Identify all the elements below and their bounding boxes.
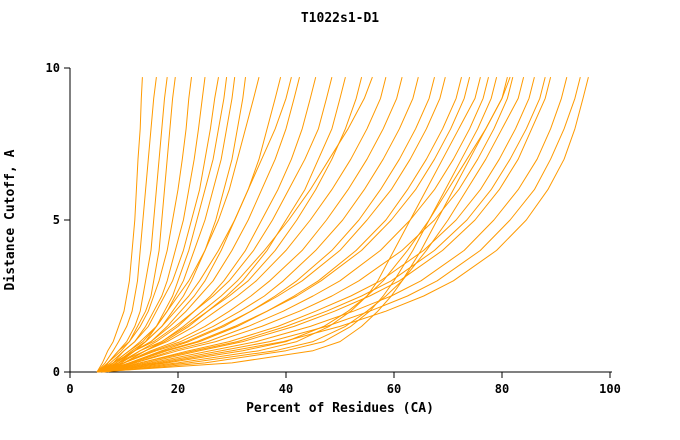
series-line bbox=[102, 77, 246, 373]
series-line bbox=[99, 77, 236, 373]
x-tick-label: 20 bbox=[171, 382, 185, 396]
series-line bbox=[102, 76, 403, 373]
y-tick-label: 0 bbox=[53, 365, 60, 379]
series-line bbox=[102, 76, 435, 373]
x-tick-label: 60 bbox=[387, 382, 401, 396]
series-group bbox=[96, 76, 589, 373]
series-line bbox=[102, 76, 525, 373]
x-tick-label: 80 bbox=[495, 382, 509, 396]
series-line bbox=[96, 77, 157, 373]
series-line bbox=[102, 76, 568, 373]
series-line bbox=[99, 76, 471, 373]
y-tick-label: 5 bbox=[53, 213, 60, 227]
series-line bbox=[107, 76, 292, 373]
series-line bbox=[96, 77, 192, 373]
series-line bbox=[96, 76, 387, 373]
series-line bbox=[96, 76, 481, 373]
series-line bbox=[96, 76, 511, 373]
x-tick-label: 0 bbox=[66, 382, 73, 396]
y-axis-label: Distance Cutoff, A bbox=[3, 149, 18, 290]
series-line bbox=[99, 77, 176, 373]
y-tick-label: 10 bbox=[46, 61, 60, 75]
ticks-group: 0 20 40 60 80 100 0 5 10 bbox=[46, 61, 621, 396]
series-line bbox=[96, 77, 219, 373]
series-line bbox=[99, 76, 419, 373]
series-line bbox=[96, 77, 143, 373]
x-tick-label: 40 bbox=[279, 382, 293, 396]
chart-title: T1022s1-D1 bbox=[301, 11, 379, 26]
series-line bbox=[102, 76, 589, 373]
series-line bbox=[101, 77, 168, 373]
series-line bbox=[102, 76, 317, 373]
series-line bbox=[99, 76, 363, 373]
series-line bbox=[96, 76, 333, 373]
series-line bbox=[107, 76, 373, 373]
series-line bbox=[99, 76, 552, 373]
series-line bbox=[96, 76, 446, 373]
series-line bbox=[102, 76, 462, 373]
series-line bbox=[99, 76, 546, 373]
x-axis-label: Percent of Residues (CA) bbox=[246, 401, 434, 416]
x-tick-label: 100 bbox=[599, 382, 621, 396]
series-line bbox=[102, 76, 498, 373]
series-line bbox=[96, 76, 514, 373]
series-line bbox=[96, 76, 581, 373]
series-line bbox=[102, 76, 535, 373]
series-line bbox=[102, 76, 489, 373]
series-line bbox=[96, 76, 260, 373]
series-line bbox=[102, 77, 228, 373]
